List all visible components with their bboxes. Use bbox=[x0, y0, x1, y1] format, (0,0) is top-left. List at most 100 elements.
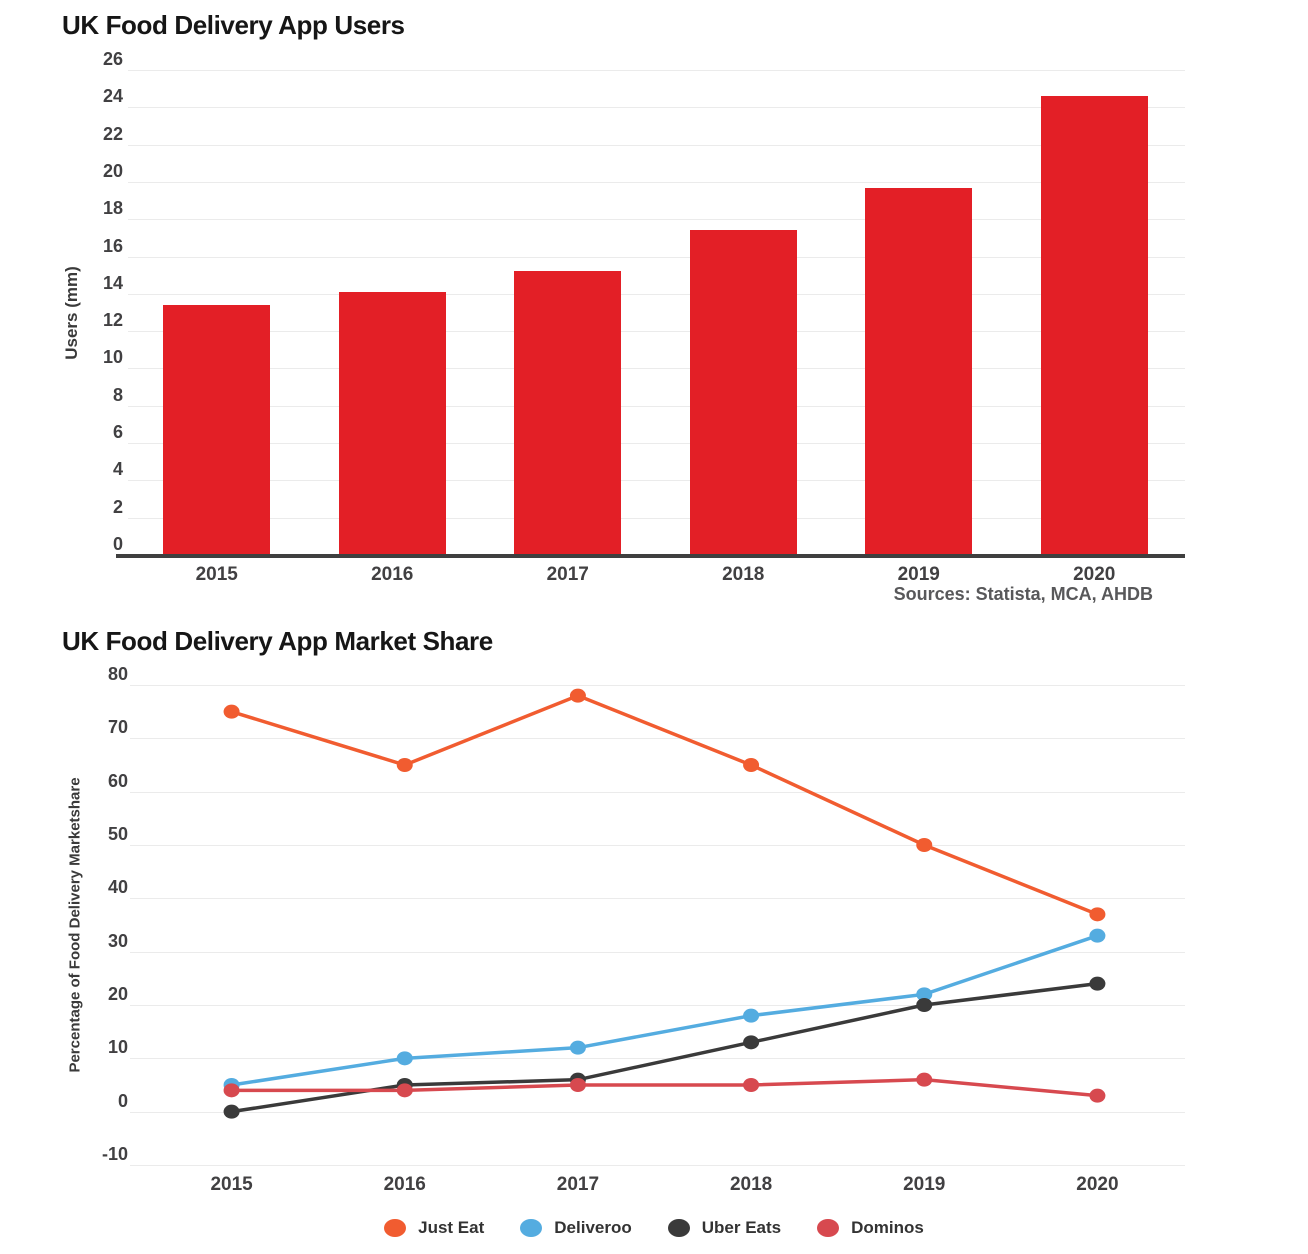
gridline bbox=[128, 107, 1185, 109]
bar-2016 bbox=[338, 291, 446, 555]
y-axis-title: Users (mm) bbox=[62, 265, 81, 360]
y-tick-label: 0 bbox=[112, 534, 123, 554]
gridline bbox=[130, 685, 1185, 686]
data-point-dominos-2018 bbox=[743, 1078, 760, 1092]
y-tick-label: 6 bbox=[112, 422, 123, 443]
bar-2019 bbox=[865, 187, 973, 555]
data-point-just-eat-2016 bbox=[396, 758, 413, 772]
x-tick-label: 2020 bbox=[1073, 564, 1116, 585]
x-tick-label: 2017 bbox=[556, 1174, 600, 1195]
series-layer bbox=[223, 688, 1106, 1119]
gridline bbox=[128, 480, 1185, 482]
gridline bbox=[128, 405, 1185, 407]
data-point-just-eat-2018 bbox=[743, 758, 760, 772]
y-axis-title: Percentage of Food Delivery Marketshare bbox=[66, 777, 84, 1073]
gridline bbox=[128, 443, 1185, 445]
x-axis-line bbox=[116, 554, 1185, 558]
data-point-just-eat-2017 bbox=[569, 688, 586, 703]
gridline bbox=[128, 368, 1185, 370]
y-tick-label: 70 bbox=[107, 717, 128, 738]
gridline bbox=[128, 219, 1185, 221]
legend: Just Eat Deliveroo Uber Eats Dominos bbox=[0, 1218, 1308, 1238]
x-tick-label: 2016 bbox=[383, 1174, 426, 1195]
legend-item-deliveroo: Deliveroo bbox=[520, 1218, 632, 1238]
data-point-deliveroo-2019 bbox=[916, 987, 933, 1002]
y-tick-label: 50 bbox=[107, 824, 128, 844]
data-point-deliveroo-2015 bbox=[223, 1078, 240, 1092]
legend-label-uber-eats: Uber Eats bbox=[701, 1218, 782, 1237]
y-tick-label: 10 bbox=[107, 1037, 128, 1058]
data-point-just-eat-2015 bbox=[223, 704, 240, 719]
data-point-dominos-2020 bbox=[1089, 1088, 1106, 1103]
y-tick-label: 0 bbox=[117, 1090, 128, 1111]
y-tick-label: 80 bbox=[107, 664, 128, 684]
x-tick-label: 2017 bbox=[546, 564, 589, 585]
y-tick-label: 4 bbox=[112, 459, 123, 480]
data-point-dominos-2017 bbox=[569, 1078, 586, 1092]
gridline bbox=[128, 144, 1185, 146]
x-tick-label: 2018 bbox=[722, 564, 765, 585]
legend-item-dominos: Dominos bbox=[817, 1218, 924, 1238]
gridline bbox=[128, 70, 1185, 71]
y-tick-label: 8 bbox=[112, 384, 123, 405]
gridline bbox=[130, 1165, 1185, 1166]
legend-label-dominos: Dominos bbox=[851, 1218, 924, 1237]
series-line-uber-eats bbox=[229, 981, 1100, 1114]
data-point-dominos-2016 bbox=[396, 1083, 413, 1098]
x-tick-label: 2018 bbox=[729, 1174, 773, 1195]
y-tick-label: 30 bbox=[107, 930, 128, 951]
y-tick-label: 16 bbox=[102, 235, 123, 256]
gridline bbox=[130, 1058, 1185, 1060]
x-tick-label: 2019 bbox=[903, 1174, 946, 1195]
y-tick-label: 14 bbox=[102, 272, 123, 293]
bar-2018 bbox=[689, 230, 797, 555]
y-tick-label: 2 bbox=[112, 496, 123, 517]
data-point-uber-eats-2018 bbox=[743, 1035, 760, 1050]
legend-item-just-eat: Just Eat bbox=[384, 1218, 484, 1238]
gridline bbox=[130, 898, 1185, 900]
bar-2015 bbox=[163, 305, 271, 555]
bar-2017 bbox=[514, 271, 622, 555]
legend-dot-icon-dominos bbox=[817, 1219, 840, 1237]
legend-label-just-eat: Just Eat bbox=[418, 1218, 485, 1237]
data-point-uber-eats-2016 bbox=[396, 1078, 413, 1092]
legend-dot-icon-just-eat bbox=[384, 1219, 407, 1237]
bar-2020 bbox=[1040, 96, 1148, 555]
gridline bbox=[130, 845, 1185, 846]
gridline bbox=[128, 293, 1185, 295]
gridline bbox=[128, 181, 1185, 183]
series-line-deliveroo bbox=[229, 933, 1100, 1087]
gridline bbox=[128, 517, 1185, 519]
gridline bbox=[130, 1005, 1185, 1006]
gridline bbox=[128, 256, 1185, 258]
series-line-dominos bbox=[229, 1077, 1100, 1098]
gridline bbox=[130, 791, 1185, 793]
gridline bbox=[130, 738, 1185, 740]
legend-dot-icon-deliveroo bbox=[520, 1219, 543, 1237]
data-point-just-eat-2020 bbox=[1089, 907, 1106, 922]
gridline bbox=[130, 951, 1185, 953]
y-tick-label: 18 bbox=[102, 198, 123, 219]
x-tick-label: 2019 bbox=[897, 564, 940, 585]
y-tick-label: 22 bbox=[102, 123, 123, 144]
y-tick-label: 24 bbox=[102, 86, 123, 107]
legend-item-uber-eats: Uber Eats bbox=[667, 1218, 782, 1238]
y-tick-label: 12 bbox=[102, 310, 123, 331]
legend-dot-icon-uber-eats bbox=[667, 1219, 690, 1237]
y-tick-label: 40 bbox=[107, 877, 128, 898]
data-point-deliveroo-2018 bbox=[743, 1008, 760, 1023]
y-tick-label: 10 bbox=[102, 347, 123, 368]
x-tick-label: 2020 bbox=[1076, 1174, 1119, 1195]
x-tick-label: 2015 bbox=[195, 564, 238, 585]
data-point-deliveroo-2017 bbox=[569, 1040, 586, 1055]
series-line-just-eat bbox=[229, 693, 1100, 917]
users-bar-chart: UK Food Delivery App Users Sources: Stat… bbox=[0, 0, 1308, 618]
x-tick-label: 2015 bbox=[210, 1174, 253, 1195]
data-point-dominos-2015 bbox=[223, 1083, 240, 1098]
y-tick-label: 60 bbox=[107, 770, 128, 791]
x-tick-label: 2016 bbox=[371, 564, 414, 585]
y-tick-label: -10 bbox=[101, 1144, 128, 1164]
y-tick-label: 20 bbox=[102, 160, 123, 181]
source-note: Sources: Statista, MCA, AHDB bbox=[893, 584, 1153, 604]
